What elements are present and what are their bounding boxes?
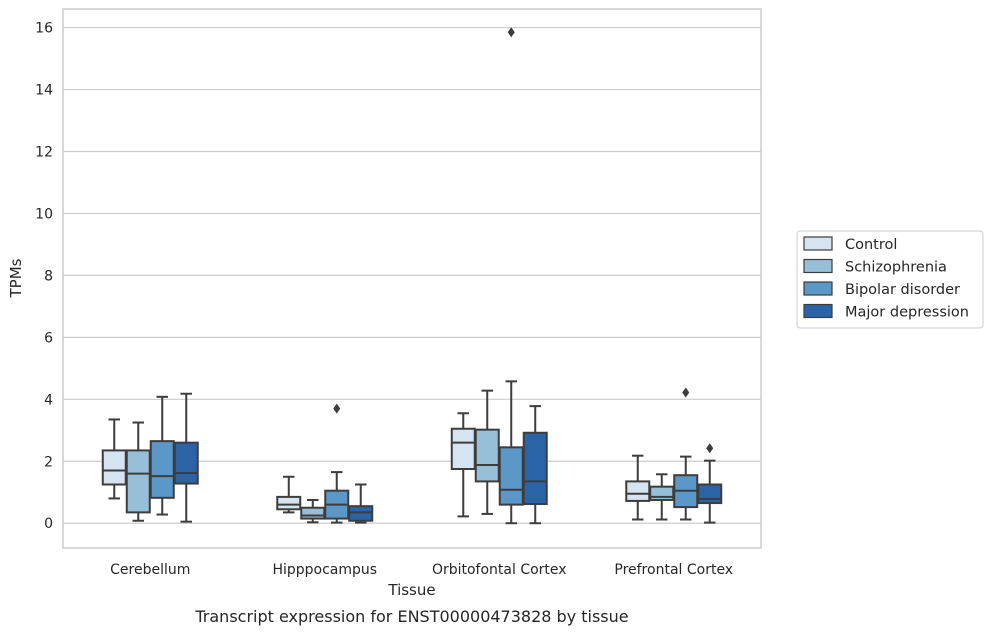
- box-plot-item: [276, 475, 302, 514]
- legend-label: Schizophrenia: [845, 260, 947, 276]
- box-plot-item: [149, 395, 175, 516]
- box-plot-item: [101, 418, 127, 500]
- box-plot-item: [173, 392, 199, 523]
- x-tick-labels: Cerebellum Hipppocampus Orbitofontal Corte…: [110, 562, 733, 578]
- box-plot-item: [673, 387, 699, 521]
- plot-frame: [62, 8, 762, 549]
- legend-swatch: [803, 258, 833, 274]
- box: [697, 483, 723, 505]
- outlier-point: [682, 387, 690, 398]
- outlier-point: [333, 403, 341, 414]
- box-plot-item: [324, 403, 350, 524]
- box: [300, 506, 326, 520]
- box-plot-item: [125, 421, 151, 522]
- box: [649, 485, 675, 501]
- legend-swatch: [803, 303, 833, 319]
- box: [125, 449, 151, 514]
- x-tick-label: Cerebellum: [110, 562, 190, 578]
- y-tick-label: 14: [35, 83, 53, 99]
- y-tick-label: 16: [35, 21, 53, 37]
- box-plot-item: [498, 27, 524, 525]
- y-tick-label: 10: [35, 206, 53, 222]
- y-tick-label: 6: [44, 330, 53, 346]
- box: [101, 449, 127, 486]
- box: [474, 428, 500, 483]
- outlier-point: [507, 27, 515, 38]
- box: [348, 505, 374, 522]
- legend-label: Control: [845, 237, 897, 253]
- box-plot-item: [300, 498, 326, 524]
- box: [625, 480, 651, 502]
- legend: Control Schizophrenia Bipolar disorder Majo…: [796, 230, 984, 329]
- legend-frame: [796, 230, 984, 329]
- legend-label: Major depression: [845, 305, 969, 321]
- box-plot-item: [522, 405, 548, 525]
- y-tick-label: 2: [44, 454, 53, 470]
- box: [276, 495, 302, 511]
- box-plot-item: [649, 473, 675, 521]
- box-plot-item: [474, 389, 500, 515]
- box: [450, 427, 476, 471]
- y-tick-label: 0: [44, 516, 53, 532]
- box-plot-item: [450, 412, 476, 518]
- box-plot-item: [348, 483, 374, 524]
- y-tick-label: 8: [44, 268, 53, 284]
- y-axis-label: TPMs: [7, 258, 25, 298]
- box-plot-item: [625, 454, 651, 521]
- box-groups: [101, 27, 723, 525]
- x-tick-label: Prefrontal Cortex: [614, 562, 733, 578]
- legend-label: Bipolar disorder: [845, 282, 960, 298]
- box: [173, 441, 199, 485]
- y-tick-labels: 0 2 4 6 8 10 12 14 16: [35, 21, 53, 533]
- x-tick-label: Orbitofontal Cortex: [432, 562, 567, 578]
- box: [149, 440, 175, 499]
- box: [498, 446, 524, 506]
- chart-caption: Transcript expression for ENST0000047382…: [194, 607, 628, 626]
- y-tick-label: 4: [44, 392, 53, 408]
- box-plot-item: [697, 443, 723, 524]
- x-tick-label: Hipppocampus: [272, 562, 377, 578]
- x-axis-label: Tissue: [387, 581, 435, 599]
- box: [522, 431, 548, 506]
- legend-swatch: [803, 236, 833, 251]
- legend-swatch: [803, 281, 833, 296]
- outlier-point: [706, 443, 714, 454]
- y-tick-label: 12: [35, 144, 53, 160]
